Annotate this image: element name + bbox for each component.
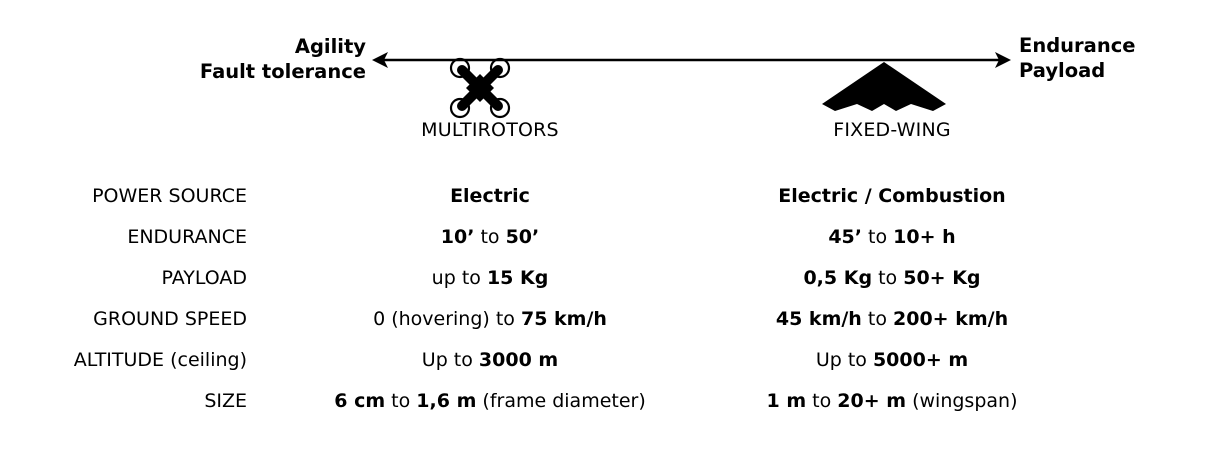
cell-text-part: 0 (hovering) to: [373, 308, 521, 330]
multirotor-cell: up to 15 Kg: [290, 267, 690, 289]
fixed-wing-cell: 0,5 Kg to 50+ Kg: [692, 267, 1092, 289]
cell-text-part: to: [862, 226, 894, 248]
fixed-wing-cell: Electric / Combustion: [692, 185, 1092, 207]
cell-text-part: 1,6 m: [416, 390, 477, 412]
cell-text-part: 50+ Kg: [903, 267, 981, 289]
multirotor-cell: 0 (hovering) to 75 km/h: [290, 308, 690, 330]
cell-text-part: Electric / Combustion: [778, 185, 1006, 207]
cell-text-part: 45’: [828, 226, 862, 248]
multirotor-cell: 6 cm to 1,6 m (frame diameter): [290, 390, 690, 412]
multirotors-label: MULTIROTORS: [421, 119, 559, 141]
row-label: SIZE: [204, 390, 247, 412]
cell-text-part: to: [806, 390, 838, 412]
cell-text-part: to: [385, 390, 417, 412]
quadcopter-icon: [449, 57, 511, 119]
cell-text-part: (wingspan): [906, 390, 1018, 412]
row-label: ALTITUDE (ceiling): [73, 349, 247, 371]
row-label: GROUND SPEED: [93, 308, 247, 330]
cell-text-part: to: [861, 308, 893, 330]
row-label: POWER SOURCE: [92, 185, 247, 207]
cell-text-part: Electric: [450, 185, 530, 207]
cell-text-part: 15 Kg: [486, 267, 549, 289]
multirotor-cell: Electric: [290, 185, 690, 207]
cell-text-part: Up to: [421, 349, 479, 371]
axis-left-label-agility: Agility: [294, 35, 366, 58]
cell-text-part: to: [872, 267, 904, 289]
axis-right-label-endurance: Endurance: [1019, 34, 1136, 57]
double-arrow-axis: [372, 52, 1011, 68]
axis-right-label-payload: Payload: [1019, 59, 1106, 82]
cell-text-part: Up to: [815, 349, 873, 371]
cell-text-part: 1 m: [766, 390, 807, 412]
cell-text-part: (frame diameter): [476, 390, 646, 412]
row-label: PAYLOAD: [161, 267, 247, 289]
axis-right-labels: Endurance Payload: [1019, 33, 1136, 83]
cell-text-part: 75 km/h: [520, 308, 607, 330]
cell-text-part: 0,5 Kg: [803, 267, 873, 289]
cell-text-part: 5000+ m: [872, 349, 969, 371]
multirotor-cell: Up to 3000 m: [290, 349, 690, 371]
cell-text-part: 45 km/h: [775, 308, 862, 330]
cell-text-part: 50’: [505, 226, 540, 248]
cell-text-part: 10’: [440, 226, 475, 248]
fixed-wing-cell: 45’ to 10+ h: [692, 226, 1092, 248]
multirotor-cell: 10’ to 50’: [290, 226, 690, 248]
cell-text-part: 200+ km/h: [893, 308, 1009, 330]
fixed-wing-cell: 1 m to 20+ m (wingspan): [692, 390, 1092, 412]
cell-text-part: to: [474, 226, 506, 248]
axis-left-label-fault-tolerance: Fault tolerance: [199, 60, 366, 83]
cell-text-part: up to: [431, 267, 487, 289]
row-label: ENDURANCE: [127, 226, 247, 248]
fixed-wing-cell: Up to 5000+ m: [692, 349, 1092, 371]
cell-text-part: 10+ h: [893, 226, 956, 248]
flying-wing-icon: [822, 62, 946, 111]
fixed-wing-label: FIXED-WING: [833, 119, 951, 141]
cell-text-part: 20+ m: [837, 390, 907, 412]
fixed-wing-cell: 45 km/h to 200+ km/h: [692, 308, 1092, 330]
cell-text-part: 6 cm: [334, 390, 386, 412]
cell-text-part: 3000 m: [478, 349, 559, 371]
axis-left-labels: Agility Fault tolerance: [150, 34, 366, 84]
